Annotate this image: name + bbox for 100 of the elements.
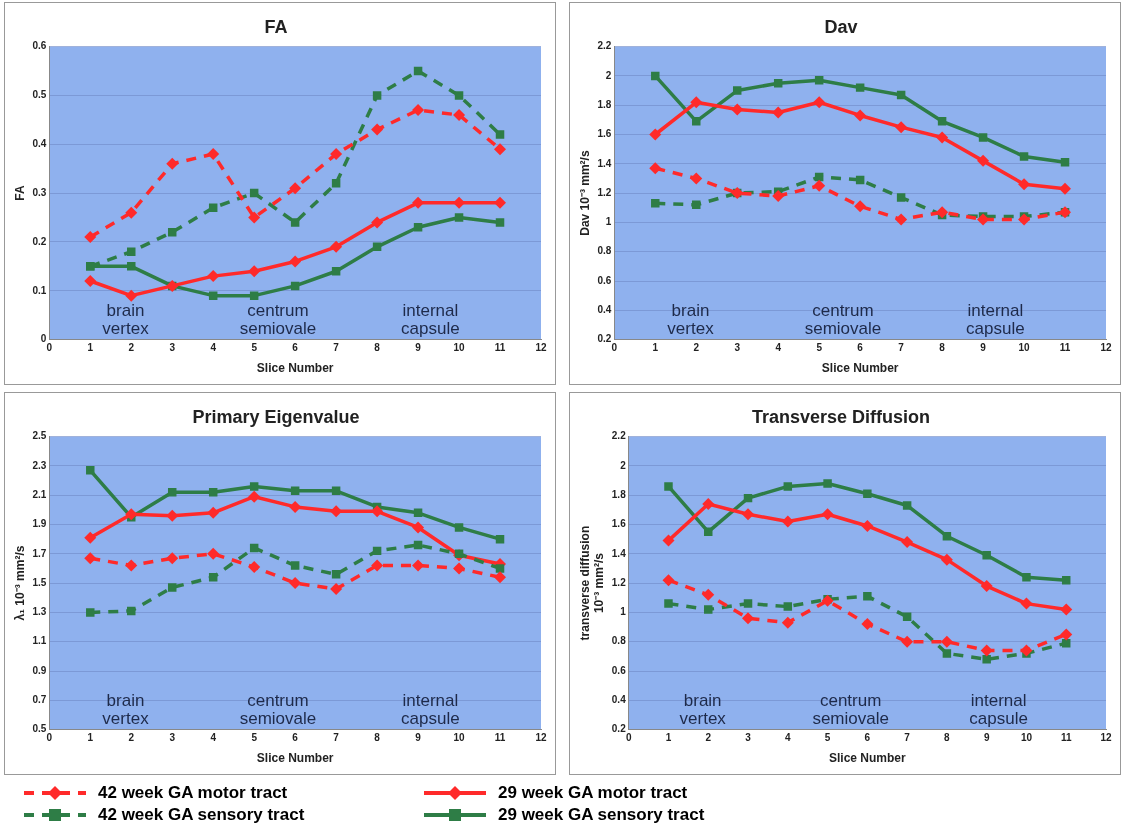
y-tick-label: 0.6 [611, 664, 627, 676]
y-tick-label: 0.2 [597, 333, 612, 345]
x-tick-label: 5 [816, 342, 823, 354]
x-tick-label: 6 [857, 342, 864, 354]
legend-label: 29 week GA sensory tract [498, 805, 705, 825]
y-tick-label: 1.8 [611, 488, 627, 500]
annotation: centrum semiovale [239, 300, 317, 338]
x-tick-label: 8 [374, 732, 381, 744]
y-tick-label: 2.3 [32, 459, 47, 471]
y-tick-label: 1.2 [611, 576, 627, 588]
y-tick-label: 0.8 [597, 245, 612, 257]
y-tick-label: 1 [605, 216, 612, 228]
x-tick-label: 12 [1100, 732, 1112, 744]
y-tick-label: 0 [40, 333, 47, 345]
x-tick-label: 5 [824, 732, 831, 744]
y-tick-label: 0.4 [597, 304, 612, 316]
x-tick-label: 7 [333, 732, 340, 744]
x-tick-label: 11 [1059, 342, 1071, 354]
x-tick-label: 2 [693, 342, 700, 354]
x-tick-label: 12 [1100, 342, 1112, 354]
y-tick-label: 1.4 [597, 157, 612, 169]
x-tick-label: 3 [745, 732, 752, 744]
x-tick-label: 2 [128, 732, 135, 744]
y-tick-label: 0.4 [32, 138, 47, 150]
x-tick-label: 6 [864, 732, 871, 744]
y-tick-label: 0.5 [32, 89, 47, 101]
x-tick-label: 1 [665, 732, 672, 744]
y-tick-label: 1.9 [32, 518, 47, 530]
y-tick-label: 0.6 [597, 274, 612, 286]
annotation: centrum semiovale [804, 300, 882, 338]
annotation: internal capsule [401, 300, 460, 338]
x-tick-label: 4 [785, 732, 792, 744]
y-tick-label: 0.3 [32, 186, 47, 198]
annotation: brain vertex [102, 690, 150, 728]
x-tick-label: 8 [944, 732, 951, 744]
x-tick-label: 1 [87, 342, 94, 354]
y-tick-label: 0.7 [32, 694, 47, 706]
x-tick-label: 4 [210, 732, 217, 744]
x-tick-label: 1 [87, 732, 94, 744]
y-tick-label: 0.9 [32, 664, 47, 676]
x-tick-label: 8 [374, 342, 381, 354]
y-tick-label: 1.6 [597, 128, 612, 140]
chart-title: Transverse Diffusion [751, 406, 931, 427]
y-tick-label: 1.2 [597, 186, 612, 198]
y-tick-label: 0.6 [32, 40, 47, 52]
annotation: internal capsule [966, 300, 1025, 338]
x-tick-label: 9 [415, 342, 422, 354]
y-tick-label: 0.8 [611, 635, 627, 647]
x-tick-label: 2 [128, 342, 135, 354]
x-tick-label: 7 [333, 342, 340, 354]
y-tick-label: 0.2 [611, 723, 627, 735]
y-tick-label: 0.2 [32, 235, 47, 247]
y-tick-label: 2 [605, 69, 612, 81]
y-axis-title: λ₁ 10⁻³ mm²/s [12, 545, 27, 621]
x-tick-label: 3 [169, 732, 176, 744]
x-axis-title: Slice Number [256, 751, 334, 766]
y-tick-label: 2.1 [32, 488, 47, 500]
chart-title: Primary Eigenvalue [192, 406, 360, 427]
y-tick-label: 0.5 [32, 723, 47, 735]
y-tick-label: 1.8 [597, 98, 612, 110]
annotation: centrum semiovale [239, 690, 317, 728]
y-tick-label: 1.7 [32, 547, 47, 559]
x-tick-label: 6 [292, 342, 299, 354]
chart-title: FA [264, 16, 288, 37]
annotation: brain vertex [102, 300, 150, 338]
y-tick-label: 1.6 [611, 518, 627, 530]
y-tick-label: 2.2 [611, 430, 627, 442]
annotation: centrum semiovale [812, 690, 889, 728]
x-tick-label: 10 [1020, 732, 1033, 744]
annotation: brain vertex [667, 300, 715, 338]
y-tick-label: 0.4 [611, 694, 627, 706]
x-axis-title: Slice Number [256, 361, 334, 376]
x-tick-label: 11 [494, 342, 506, 354]
x-tick-label: 3 [169, 342, 176, 354]
y-tick-label: 1 [620, 606, 627, 618]
annotation: internal capsule [969, 690, 1028, 728]
x-tick-label: 4 [775, 342, 782, 354]
x-tick-label: 11 [494, 732, 506, 744]
y-tick-label: 2.2 [597, 40, 612, 52]
x-tick-label: 9 [980, 342, 987, 354]
y-tick-label: 1.5 [32, 576, 47, 588]
y-tick-label: 1.1 [32, 635, 47, 647]
x-tick-label: 3 [734, 342, 741, 354]
annotation: internal capsule [401, 690, 460, 728]
x-tick-label: 11 [1060, 732, 1072, 744]
x-tick-label: 8 [939, 342, 946, 354]
x-tick-label: 1 [652, 342, 659, 354]
x-tick-label: 4 [210, 342, 217, 354]
chart-title: Dav [824, 16, 858, 37]
y-axis-title: transverse diffusion 10⁻³ mm²/s [577, 525, 606, 641]
x-tick-label: 12 [535, 732, 547, 744]
x-tick-label: 5 [251, 342, 258, 354]
x-tick-label: 10 [453, 732, 466, 744]
annotation: brain vertex [679, 690, 727, 728]
y-axis-title: FA [12, 185, 27, 201]
y-tick-label: 1.3 [32, 606, 47, 618]
x-tick-label: 10 [453, 342, 466, 354]
x-axis-title: Slice Number [821, 361, 899, 376]
legend-label: 29 week GA motor tract [498, 783, 688, 803]
x-tick-label: 10 [1018, 342, 1031, 354]
